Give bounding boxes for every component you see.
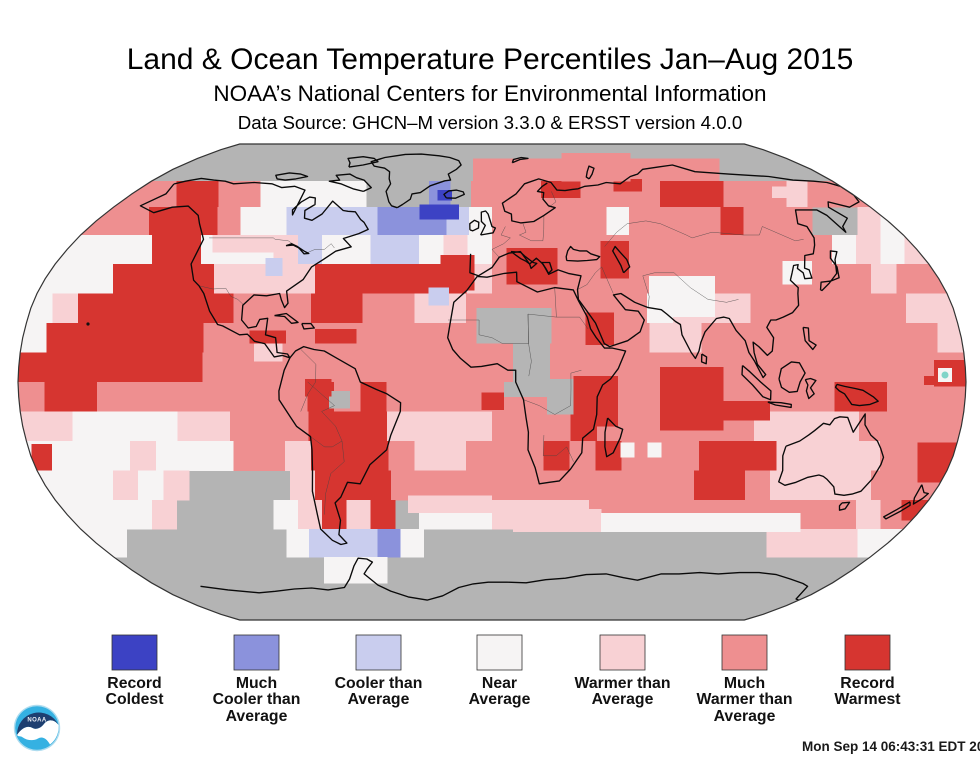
svg-text:Coldest: Coldest bbox=[106, 691, 165, 708]
svg-text:Mon Sep 14 06:43:31 EDT 2015: Mon Sep 14 06:43:31 EDT 2015 bbox=[802, 739, 980, 754]
svg-text:Warmer than: Warmer than bbox=[697, 691, 793, 708]
svg-text:Warmest: Warmest bbox=[834, 691, 901, 708]
svg-text:Much: Much bbox=[724, 675, 765, 692]
svg-text:Cooler than: Cooler than bbox=[335, 675, 423, 692]
svg-text:Average: Average bbox=[469, 691, 531, 708]
svg-text:Record: Record bbox=[840, 675, 894, 692]
svg-text:Near: Near bbox=[482, 675, 517, 692]
svg-text:Land & Ocean Temperature Perce: Land & Ocean Temperature Percentiles Jan… bbox=[127, 43, 854, 76]
svg-text:Average: Average bbox=[226, 708, 288, 725]
svg-text:Average: Average bbox=[714, 708, 776, 725]
svg-text:Data Source: GHCN–M version 3.: Data Source: GHCN–M version 3.3.0 & ERSS… bbox=[238, 112, 742, 133]
svg-text:Average: Average bbox=[592, 691, 654, 708]
svg-text:NOAA: NOAA bbox=[27, 718, 47, 724]
svg-text:NOAA’s National Centers for En: NOAA’s National Centers for Environmenta… bbox=[213, 81, 766, 106]
svg-text:Cooler than: Cooler than bbox=[213, 691, 301, 708]
svg-text:Warmer than: Warmer than bbox=[575, 675, 671, 692]
svg-text:Much: Much bbox=[236, 675, 277, 692]
svg-text:Average: Average bbox=[348, 691, 410, 708]
svg-text:Record: Record bbox=[107, 675, 161, 692]
